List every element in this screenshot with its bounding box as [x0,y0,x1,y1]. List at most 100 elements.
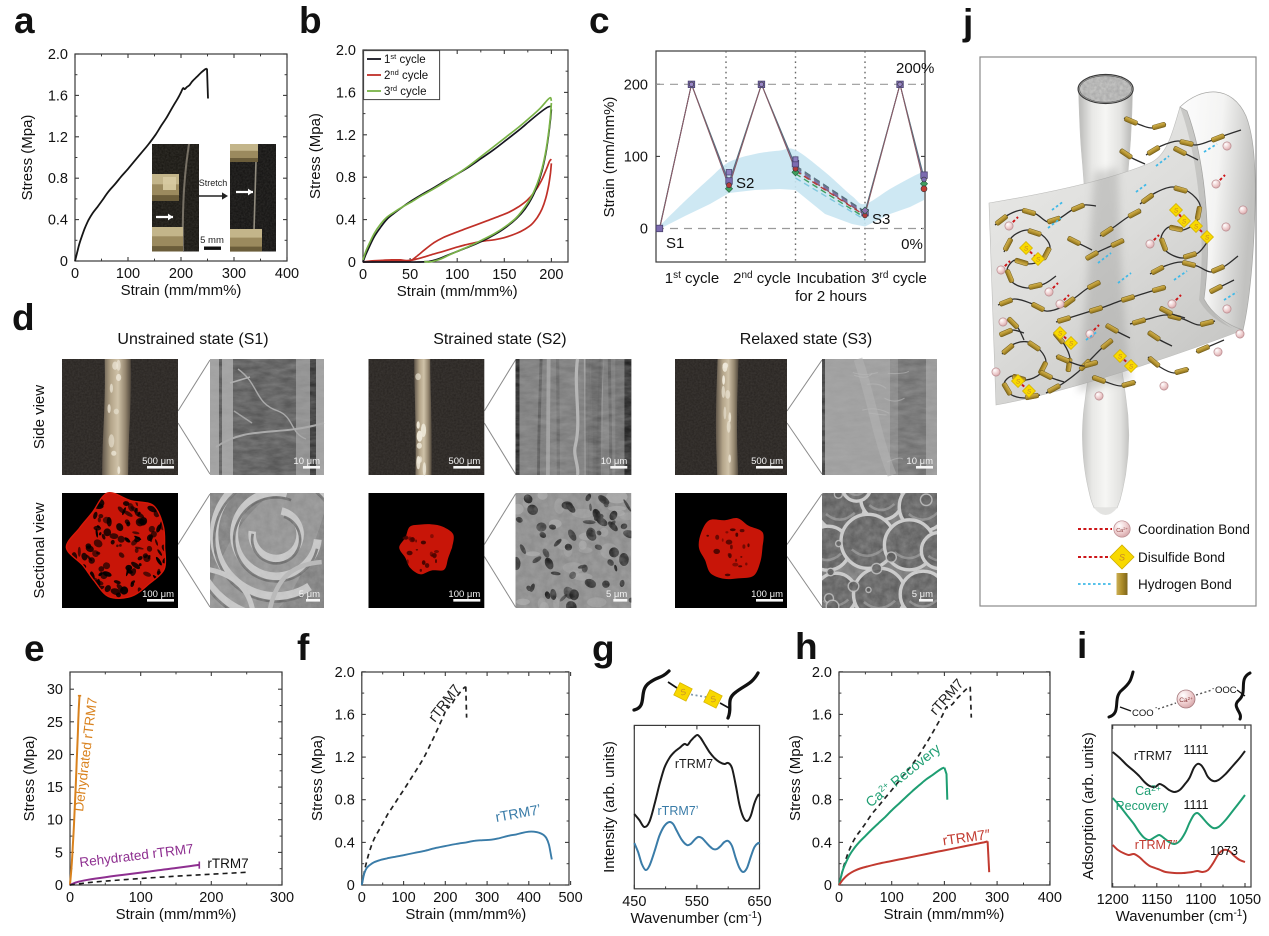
svg-text:Wavenumber (cm-1): Wavenumber (cm-1) [1116,908,1248,925]
svg-text:1st cycle: 1st cycle [384,52,426,66]
svg-text:0.8: 0.8 [336,170,356,186]
svg-text:1111: 1111 [1183,743,1208,757]
svg-text:5 μm: 5 μm [912,589,933,600]
svg-text:0: 0 [71,266,79,282]
svg-text:100: 100 [445,267,469,283]
svg-text:500 μm: 500 μm [142,456,174,467]
svg-text:Strain (mm/mm%): Strain (mm/mm%) [397,283,518,300]
svg-text:-: - [1212,686,1215,693]
svg-text:10 μm: 10 μm [601,456,628,467]
svg-text:S: S [1036,256,1041,263]
svg-text:Recovery: Recovery [1116,799,1170,813]
svg-text:0.4: 0.4 [335,835,355,851]
svg-text:2.0: 2.0 [812,665,832,681]
svg-text:450: 450 [622,894,646,910]
svg-text:i: i [1077,625,1087,666]
svg-text:j: j [962,2,973,43]
svg-text:S2: S2 [736,175,754,192]
svg-text:COO: COO [1132,708,1154,719]
svg-text:2.0: 2.0 [336,43,356,59]
svg-text:100 μm: 100 μm [448,589,480,600]
svg-text:Strain (mm/mm%): Strain (mm/mm%) [601,97,618,218]
svg-text:S: S [1016,378,1021,385]
svg-text:Stress (Mpa): Stress (Mpa) [787,735,804,821]
svg-text:S: S [679,686,688,697]
svg-text:5 mm: 5 mm [200,235,224,246]
svg-text:S: S [1174,207,1179,214]
svg-text:Stress (Mpa): Stress (Mpa) [19,115,36,201]
svg-text:0: 0 [348,255,356,271]
svg-text:200: 200 [932,890,956,906]
svg-text:100: 100 [116,266,140,282]
svg-text:Stress (Mpa): Stress (Mpa) [309,735,326,821]
svg-text:1.2: 1.2 [48,130,68,146]
svg-text:Strain (mm/mm%): Strain (mm/mm%) [884,906,1005,923]
svg-text:S: S [1205,234,1210,241]
svg-text:Intensity (arb. units): Intensity (arb. units) [601,741,618,873]
svg-text:500 μm: 500 μm [448,456,480,467]
svg-text:Stretch: Stretch [199,178,228,188]
svg-text:100 μm: 100 μm [142,589,174,600]
svg-text:1.2: 1.2 [335,750,355,766]
svg-text:5: 5 [55,845,63,861]
svg-text:2.0: 2.0 [335,665,355,681]
svg-text:Strain (mm/mm%): Strain (mm/mm%) [405,906,526,923]
svg-text:15: 15 [47,780,63,796]
svg-text:3rd cycle: 3rd cycle [384,84,426,98]
svg-text:0: 0 [347,878,355,894]
svg-text:400: 400 [275,266,299,282]
svg-text:200: 200 [433,890,457,906]
svg-text:Ca2+: Ca2+ [1179,696,1193,704]
svg-text:1200: 1200 [1097,892,1129,908]
svg-text:S: S [1069,340,1074,347]
svg-text:1050: 1050 [1229,892,1261,908]
svg-text:S3: S3 [872,211,890,228]
svg-text:100: 100 [880,890,904,906]
svg-text:rTRM7″: rTRM7″ [942,826,992,848]
svg-text:Strain (mm/mm%): Strain (mm/mm%) [116,906,237,923]
svg-text:300: 300 [985,890,1009,906]
svg-text:rTRM7: rTRM7 [207,856,248,871]
svg-text:0: 0 [66,890,74,906]
svg-text:10 μm: 10 μm [906,456,933,467]
svg-text:25: 25 [47,715,63,731]
svg-text:400: 400 [1038,890,1062,906]
svg-text:100: 100 [391,890,415,906]
svg-text:0.4: 0.4 [336,213,356,229]
svg-text:Side view: Side view [31,385,48,449]
svg-text:S: S [1119,553,1125,563]
svg-text:Hydrogen Bond: Hydrogen Bond [1138,577,1232,592]
svg-text:20: 20 [47,747,63,763]
svg-text:0: 0 [835,890,843,906]
svg-text:500 μm: 500 μm [751,456,783,467]
svg-text:h: h [795,626,818,667]
svg-text:50: 50 [402,267,418,283]
svg-text:3rd cycle: 3rd cycle [871,270,927,287]
svg-text:0.8: 0.8 [812,793,832,809]
svg-text:Incubation: Incubation [796,270,865,287]
svg-text:b: b [299,0,322,41]
svg-text:1st cycle: 1st cycle [665,270,719,287]
svg-text:200: 200 [539,267,563,283]
svg-text:0: 0 [359,267,367,283]
svg-text:10: 10 [47,813,63,829]
svg-text:f: f [297,627,310,668]
svg-text:Disulfide Bond: Disulfide Bond [1138,550,1225,565]
svg-text:400: 400 [517,890,541,906]
svg-text:1111: 1111 [1183,798,1208,812]
svg-text:10 μm: 10 μm [293,456,320,467]
svg-text:S: S [709,693,718,704]
svg-text:30: 30 [47,682,63,698]
svg-text:200: 200 [199,890,223,906]
svg-text:1.2: 1.2 [812,750,832,766]
svg-text:Wavenumber (cm-1): Wavenumber (cm-1) [630,910,762,927]
svg-text:5 μm: 5 μm [299,589,320,600]
svg-text:e: e [24,628,45,669]
svg-text:1.6: 1.6 [812,707,832,723]
svg-text:Stress (Mpa): Stress (Mpa) [307,113,324,199]
svg-text:S: S [1058,330,1063,337]
svg-text:200%: 200% [896,60,934,77]
svg-text:S: S [1129,363,1134,370]
svg-text:300: 300 [475,890,499,906]
svg-text:Sectional view: Sectional view [31,502,48,598]
